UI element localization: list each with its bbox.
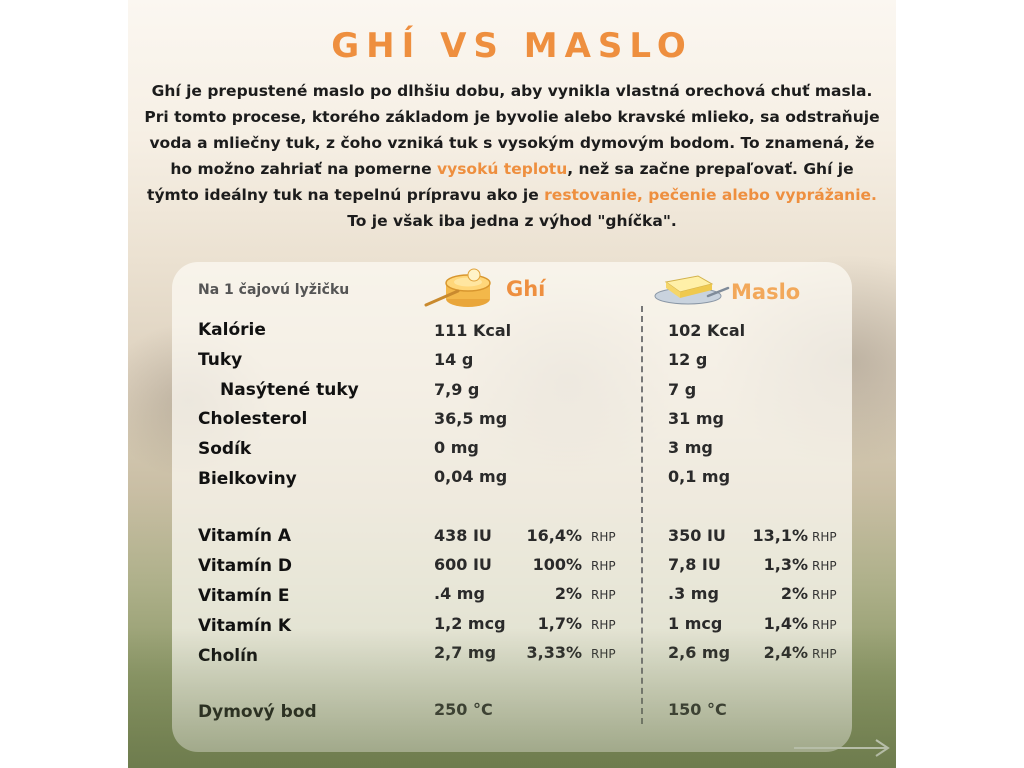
ghi-value-vitamin-e: .4 mg	[434, 584, 485, 603]
infographic: GHÍ VS MASLO Ghí je prepustené maslo po …	[128, 0, 896, 768]
maslo-pct-vitamin-a: 13,1%	[752, 526, 808, 545]
ghi-rhp-vitamin-d: RHP	[591, 559, 616, 573]
maslo-pct-cholin: 2,4%	[763, 643, 808, 662]
maslo-pct-vitamin-k: 1,4%	[763, 614, 808, 633]
ghi-pct-vitamin-d: 100%	[532, 555, 582, 574]
maslo-value-tuky: 12 g	[668, 350, 708, 369]
maslo-pct-vitamin-d: 1,3%	[763, 555, 808, 574]
serving-label: Na 1 čajovú lyžičku	[198, 282, 350, 298]
maslo-value-vitamin-e: .3 mg	[668, 584, 719, 603]
maslo-value-vitamin-k: 1 mcg	[668, 614, 723, 633]
row-label-cholesterol: Cholesterol	[198, 409, 308, 429]
ghi-value-dymovy-bod: 250 °C	[434, 700, 493, 719]
row-label-vitamin-a: Vitamín A	[198, 526, 292, 546]
ghi-value-cholesterol: 36,5 mg	[434, 409, 508, 428]
maslo-rhp-vitamin-a: RHP	[812, 530, 837, 544]
maslo-rhp-vitamin-e: RHP	[812, 588, 837, 602]
ghi-pct-cholin: 3,33%	[526, 643, 582, 662]
intro-highlight-2: restovanie, pečenie alebo vyprážanie.	[544, 186, 877, 204]
row-label-sodik: Sodík	[198, 439, 252, 459]
row-label-tuky: Tuky	[198, 350, 243, 370]
ghi-value-bielkoviny: 0,04 mg	[434, 467, 508, 486]
page-title: GHÍ VS MASLO	[331, 26, 693, 66]
arrow-right-icon[interactable]	[792, 738, 892, 758]
intro-highlight-1: vysokú teplotu	[436, 160, 568, 178]
maslo-value-cholin: 2,6 mg	[668, 643, 731, 662]
ghi-pct-vitamin-k: 1,7%	[537, 614, 582, 633]
row-label-kalorie: Kalórie	[198, 320, 266, 340]
maslo-rhp-cholin: RHP	[812, 647, 837, 661]
ghi-pct-vitamin-e: 2%	[554, 584, 582, 603]
ghi-value-vitamin-k: 1,2 mcg	[434, 614, 506, 633]
column-title-maslo: Maslo	[731, 280, 801, 304]
maslo-value-vitamin-d: 7,8 IU	[668, 555, 721, 574]
ghi-value-sodik: 0 mg	[434, 438, 479, 457]
maslo-value-kalorie: 102 Kcal	[668, 321, 746, 340]
row-label-dymovy-bod: Dymový bod	[198, 702, 317, 722]
maslo-value-cholesterol: 31 mg	[668, 409, 724, 428]
ghi-value-nasytene-tuky: 7,9 g	[434, 380, 480, 399]
ghee-jar-spoon-icon	[424, 268, 491, 307]
maslo-rhp-vitamin-k: RHP	[812, 618, 837, 632]
ghi-rhp-cholin: RHP	[591, 647, 616, 661]
butter-dish-icon	[654, 275, 730, 305]
column-divider	[641, 306, 643, 724]
column-title-ghi: Ghí	[506, 277, 546, 301]
intro-text-3: To je však iba jedna z výhod "ghíčka".	[347, 212, 677, 230]
comparison-card	[172, 262, 852, 752]
ghi-value-vitamin-a: 438 IU	[434, 526, 492, 545]
maslo-value-sodik: 3 mg	[668, 438, 713, 457]
ghi-rhp-vitamin-k: RHP	[591, 618, 616, 632]
maslo-value-vitamin-a: 350 IU	[668, 526, 726, 545]
ghi-value-kalorie: 111 Kcal	[434, 321, 512, 340]
ghi-value-vitamin-d: 600 IU	[434, 555, 492, 574]
intro-text-1: Ghí je prepustené maslo po dlhšiu dobu, …	[144, 82, 880, 178]
ghi-rhp-vitamin-a: RHP	[591, 530, 616, 544]
row-label-nasytene-tuky: Nasýtené tuky	[220, 380, 359, 400]
row-label-vitamin-d: Vitamín D	[198, 556, 292, 576]
maslo-pct-vitamin-e: 2%	[780, 584, 808, 603]
intro-text-2: , než sa začne prepaľovať. Ghí je týmto …	[147, 160, 854, 204]
row-label-bielkoviny: Bielkoviny	[198, 469, 297, 489]
maslo-value-dymovy-bod: 150 °C	[668, 700, 727, 719]
maslo-value-nasytene-tuky: 7 g	[668, 380, 697, 399]
ghi-pct-vitamin-a: 16,4%	[526, 526, 582, 545]
row-label-vitamin-e: Vitamín E	[198, 586, 290, 606]
row-label-cholin: Cholín	[198, 646, 259, 666]
row-label-vitamin-k: Vitamín K	[198, 616, 292, 636]
ghi-rhp-vitamin-e: RHP	[591, 588, 616, 602]
maslo-rhp-vitamin-d: RHP	[812, 559, 837, 573]
ghi-value-cholin: 2,7 mg	[434, 643, 497, 662]
maslo-value-bielkoviny: 0,1 mg	[668, 467, 731, 486]
ghi-value-tuky: 14 g	[434, 350, 474, 369]
intro-paragraph: Ghí je prepustené maslo po dlhšiu dobu, …	[142, 78, 882, 234]
